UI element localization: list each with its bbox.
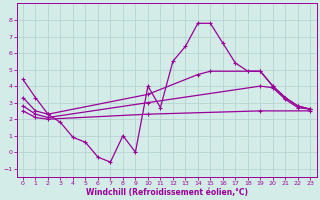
X-axis label: Windchill (Refroidissement éolien,°C): Windchill (Refroidissement éolien,°C) xyxy=(86,188,248,197)
